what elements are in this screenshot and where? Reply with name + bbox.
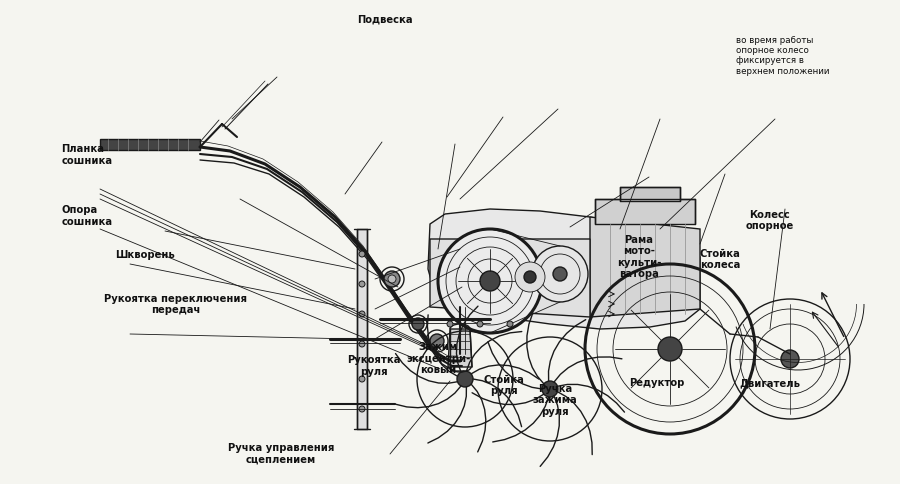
Circle shape	[515, 262, 545, 292]
Text: Колесс
опорное: Колесс опорное	[745, 210, 794, 231]
Circle shape	[359, 406, 365, 412]
Circle shape	[658, 337, 682, 361]
Text: Подвеска: Подвеска	[357, 15, 413, 24]
Polygon shape	[430, 240, 590, 318]
Text: Стойка
руля: Стойка руля	[483, 374, 525, 395]
Text: Ручка управления
сцеплением: Ручка управления сцеплением	[228, 442, 334, 463]
Circle shape	[388, 275, 396, 284]
Circle shape	[781, 350, 799, 368]
Text: Шкворень: Шкворень	[115, 249, 175, 259]
Circle shape	[477, 321, 483, 327]
Text: Редуктор: Редуктор	[629, 378, 685, 387]
Circle shape	[553, 268, 567, 281]
Text: Стойка
колеса: Стойка колеса	[699, 248, 741, 270]
Circle shape	[430, 334, 444, 348]
Polygon shape	[357, 229, 367, 429]
Text: Зажим
эксцентри-
ковый: Зажим эксцентри- ковый	[406, 342, 471, 375]
Polygon shape	[100, 140, 200, 151]
Circle shape	[412, 318, 424, 330]
Circle shape	[507, 321, 513, 327]
Text: Рама
мото-
культи-
ватора: Рама мото- культи- ватора	[616, 234, 662, 279]
Circle shape	[359, 341, 365, 348]
Text: во время работы
опорное колесо
фиксируется в
верхнем положении: во время работы опорное колесо фиксирует…	[736, 36, 830, 76]
Circle shape	[359, 281, 365, 287]
Text: Ручка
зажима
руля: Ручка зажима руля	[533, 383, 578, 416]
Polygon shape	[590, 217, 700, 318]
Text: Рукоятка переключения
передач: Рукоятка переключения передач	[104, 293, 247, 315]
Circle shape	[384, 272, 400, 287]
Circle shape	[447, 321, 453, 327]
Circle shape	[359, 252, 365, 257]
Circle shape	[457, 371, 473, 387]
Text: Двигатель: Двигатель	[739, 378, 800, 387]
Circle shape	[438, 229, 542, 333]
Circle shape	[524, 272, 536, 284]
Circle shape	[532, 246, 588, 302]
Circle shape	[480, 272, 500, 291]
Polygon shape	[595, 199, 695, 225]
Text: Рукоятка
руля: Рукоятка руля	[346, 355, 400, 376]
Polygon shape	[428, 210, 700, 329]
Text: Опора
сошника: Опора сошника	[61, 205, 112, 226]
Polygon shape	[620, 188, 680, 201]
Polygon shape	[448, 329, 472, 367]
Circle shape	[542, 381, 558, 397]
Text: Планка
сошника: Планка сошника	[61, 144, 112, 166]
Circle shape	[359, 311, 365, 318]
Circle shape	[359, 376, 365, 382]
